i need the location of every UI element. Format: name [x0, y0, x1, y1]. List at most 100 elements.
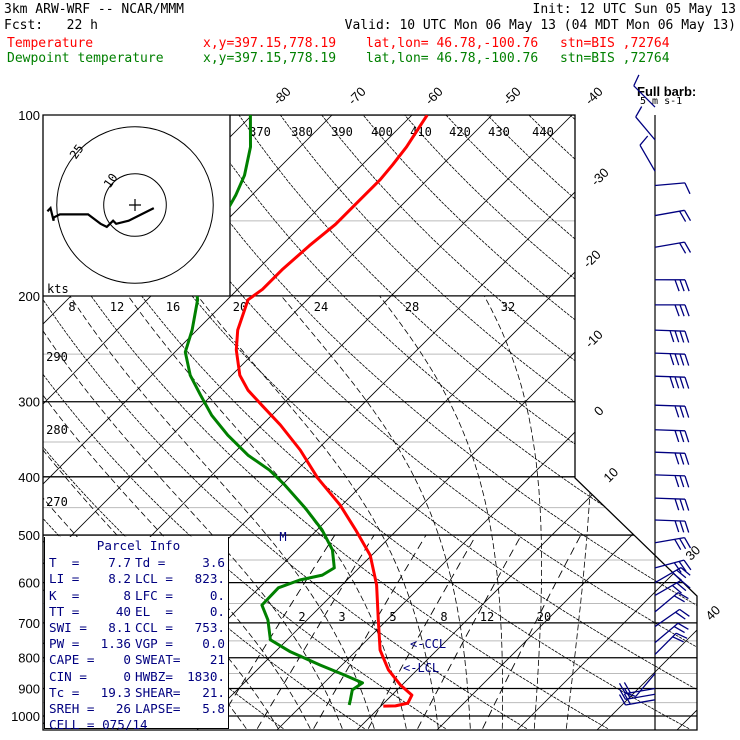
parcel-label: LCL = [135, 571, 173, 587]
theta-label: 270 [46, 495, 68, 509]
theta-label: 280 [46, 423, 68, 437]
wind-barb [654, 592, 689, 613]
isotherm [506, 115, 697, 730]
parcel-value: 0.0 [202, 636, 225, 652]
isotherm-label: 30 [682, 542, 703, 563]
isotherm-label: -40 [582, 84, 606, 108]
wind-barb [654, 241, 692, 254]
wind-barb [654, 608, 690, 628]
isotherm [186, 115, 697, 730]
isotherm-label: -70 [345, 84, 369, 108]
dry-adiabat [43, 115, 690, 730]
wind-barb [654, 536, 692, 551]
barb-legend-units: 5 m s-1 [640, 96, 682, 107]
mixing-ratio-line [313, 534, 427, 729]
theta-label: 290 [46, 350, 68, 364]
hodograph: 10 25 kts [46, 126, 214, 296]
parcel-info-row: PW = 1.36 VGP = 0.0 [49, 636, 228, 652]
moist-adiabat [379, 295, 504, 729]
parcel-label: EL = [135, 603, 173, 619]
hodograph-ring [103, 173, 167, 237]
hodograph-ring [56, 126, 214, 284]
parcel-value: 21. [202, 684, 225, 700]
parcel-label: LFC = [135, 587, 173, 603]
pressure-label: 800 [18, 651, 40, 666]
parcel-label: SWI = [49, 620, 87, 636]
pressure-label: 400 [18, 470, 40, 485]
mixing-ratio-label: 2 [298, 610, 305, 624]
theta-label: 380 [291, 125, 313, 139]
mixing-ratio-label: 5 [389, 610, 396, 624]
dry-adiabat [445, 115, 697, 730]
dry-adiabat [43, 115, 446, 730]
upper-label: 12 [110, 300, 124, 314]
wind-barb [639, 135, 656, 172]
upper-label: 8 [68, 300, 75, 314]
parcel-label: T = [49, 555, 80, 571]
pressure-label: 1000 [11, 709, 40, 724]
parcel-value: 823. [194, 571, 225, 587]
isotherm-label: -60 [422, 84, 446, 108]
legend-temperature-station: stn=BIS ,72764 [560, 36, 670, 51]
forecast-hour: Fcst: 22 h [4, 18, 98, 33]
mixing-ratio-label: 20 [537, 610, 551, 624]
dry-adiabat [0, 115, 40, 729]
moist-adiabat [43, 295, 343, 729]
wind-barb [654, 622, 689, 644]
pressure-label: 300 [18, 395, 40, 410]
moist-adiabat [197, 295, 439, 729]
dry-adiabat [155, 115, 697, 730]
parcel-cell: CELL = 075/14 [49, 717, 148, 733]
wind-barb [654, 404, 690, 418]
dry-adiabat [404, 115, 697, 730]
isotherm [666, 115, 697, 730]
wind-barb [654, 329, 690, 343]
isotherm-label: 40 [702, 602, 723, 623]
isotherm-label: 10 [600, 464, 621, 485]
ccl-marker: <-CCL [410, 637, 446, 651]
legend-temperature-xy: x,y=397.15,778.19 [203, 36, 337, 51]
parcel-info-row: LI = 8.2 LCL = 823. [49, 571, 228, 587]
parcel-label: HWBZ= [135, 668, 173, 684]
parcel-value: 0 [123, 652, 131, 668]
isotherm-label: -10 [582, 327, 606, 351]
parcel-label: Tc = [49, 684, 80, 700]
dry-adiabat [611, 115, 697, 730]
wind-barb [654, 519, 690, 533]
parcel-value: 5.8 [202, 701, 225, 717]
parcel-label: PW = [49, 636, 80, 652]
hodograph-trace [46, 205, 155, 229]
wind-barb [654, 474, 690, 488]
wind-barb [635, 106, 656, 141]
pressure-label: 500 [18, 528, 40, 543]
parcel-value: 0 [123, 668, 131, 684]
init-time: Init: 12 UTC Sun 05 May 13 [532, 2, 737, 17]
dry-adiabat [197, 115, 697, 730]
wind-barb [618, 687, 656, 701]
legend-dewpoint-station: stn=BIS ,72764 [560, 51, 670, 66]
parcel-label: TT = [49, 603, 80, 619]
legend-dewpoint-latlon: lat,lon= 46.78,-100.76 [366, 51, 539, 66]
mixing-ratio-line [482, 534, 582, 729]
legend-temperature: Temperature [7, 36, 94, 51]
parcel-value: 0. [209, 587, 225, 603]
wind-barb [654, 182, 691, 195]
parcel-value: 1.36 [100, 636, 131, 652]
wind-barb [654, 451, 690, 465]
wind-barb [654, 375, 690, 389]
parcel-value: 40 [115, 603, 131, 619]
wind-barb [654, 579, 691, 596]
parcel-label: Td = [135, 555, 166, 571]
theta-label: 400 [371, 125, 393, 139]
model-title: 3km ARW-WRF -- NCAR/MMM [4, 2, 185, 17]
mixing-ratio-line [417, 534, 522, 729]
legend-dewpoint-xy: x,y=397.15,778.19 [203, 51, 337, 66]
parcel-label: SREH = [49, 701, 95, 717]
m-marker: M [279, 530, 286, 544]
moist-adiabat [565, 295, 593, 729]
moist-adiabat [69, 295, 375, 729]
parcel-info-row: K = 8 LFC = 0. [49, 588, 228, 604]
parcel-value: 19.3 [100, 684, 131, 700]
isotherm-label: -50 [500, 84, 524, 108]
parcel-label: SHEAR= [135, 684, 181, 700]
